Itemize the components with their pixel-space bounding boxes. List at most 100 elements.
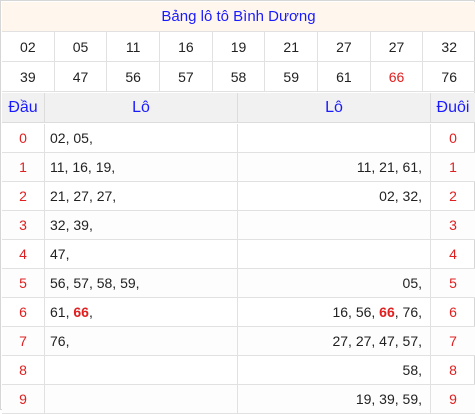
lo-number: 66 (379, 304, 395, 320)
dau-digit: 1 (19, 159, 27, 175)
digit-row: 6 61, 66, 16, 56, 66, 76, 6 (2, 298, 475, 327)
lo-number: 21 (50, 188, 66, 204)
lo-number: 61 (50, 304, 66, 320)
lo-number: 02 (50, 130, 66, 146)
lo-number: 61 (402, 159, 419, 175)
duoi-digit: 1 (430, 153, 475, 181)
lo-number: 58 (402, 362, 419, 378)
number-cell: 16 (160, 32, 213, 61)
duoi-digit: 5 (430, 269, 475, 297)
number-cell: 58 (213, 62, 266, 91)
numbers-row-1: 02 05 11 16 19 21 27 27 32 (2, 32, 475, 62)
dau-digit: 6 (19, 304, 27, 320)
number-cell: 32 (441, 39, 457, 55)
digit-row: 4 47, 4 (2, 240, 475, 269)
dau-digit: 9 (19, 391, 27, 407)
dau-digit: 2 (19, 188, 27, 204)
number-cell: 66 (371, 62, 424, 91)
number-cell: 61 (318, 62, 371, 91)
lo-number: 56 (355, 304, 372, 320)
lo-number: 21 (379, 159, 395, 175)
duoi-digit: 0 (430, 124, 475, 152)
lo-right-cell: 58, (237, 356, 430, 384)
lo-right-cell: 05, (237, 269, 430, 297)
lo-number: 02 (379, 188, 395, 204)
digit-row: 8 58, 8 (2, 356, 475, 385)
lo-right-cell (237, 124, 430, 152)
digit-row: 2 21, 27, 27, 02, 32, 2 (2, 182, 475, 211)
duoi-digit: 3 (430, 211, 475, 239)
number-cell: 11 (107, 32, 161, 61)
lo-number: 32 (402, 188, 419, 204)
lo-number: 57 (402, 333, 419, 349)
digit-row: 7 76, 27, 27, 47, 57, 7 (2, 327, 475, 356)
number-cell: 47 (55, 62, 108, 91)
dau-digit: 0 (19, 130, 27, 146)
number-cell: 27 (318, 32, 371, 61)
lo-number: 11 (50, 159, 65, 175)
digit-row: 1 11, 16, 19, 11, 21, 61, 1 (2, 153, 475, 182)
lo-right-cell: 16, 56, 66, 76, (237, 298, 430, 326)
header-dau: Đầu (8, 99, 38, 116)
dau-digit: 7 (19, 333, 27, 349)
number-cell: 21 (265, 32, 319, 61)
lo-number: 11 (356, 159, 372, 175)
lo-number: 27 (355, 333, 372, 349)
digit-rows: 0 02, 05, 0 1 11, 16, 19, 11, 21, 61, 1 2 21,… (2, 124, 475, 414)
number-cell: 56 (107, 62, 161, 91)
duoi-digit: 2 (430, 182, 475, 210)
dau-digit: 3 (19, 217, 27, 233)
digit-row: 3 32, 39, 3 (2, 211, 475, 240)
lo-number: 59 (402, 391, 419, 407)
header-lo-left: Lô (44, 93, 237, 123)
duoi-digit: 7 (430, 327, 475, 355)
table-title: Bảng lô tô Bình Dương (2, 2, 475, 32)
lo-number: 27 (96, 188, 113, 204)
number-cell: 76 (441, 69, 457, 85)
numbers-row-2: 39 47 56 57 58 59 61 66 76 (2, 62, 475, 92)
lo-left-cell (44, 356, 237, 384)
lo-number: 39 (379, 391, 395, 407)
lo-number: 16 (72, 159, 88, 175)
lo-left-cell: 32, 39, (44, 211, 237, 239)
duoi-digit: 8 (430, 356, 475, 384)
lo-number: 47 (50, 246, 66, 262)
lo-right-cell: 02, 32, (237, 182, 430, 210)
lo-number: 16 (332, 304, 349, 320)
number-cell: 27 (371, 32, 424, 61)
lo-left-cell: 21, 27, 27, (44, 182, 237, 210)
number-cell: 19 (213, 32, 266, 61)
lo-number: 76 (50, 333, 66, 349)
lo-number: 47 (379, 333, 395, 349)
lo-number: 27 (332, 333, 349, 349)
lo-number: 27 (73, 188, 89, 204)
lo-number: 05 (73, 130, 89, 146)
lo-left-cell: 61, 66, (44, 298, 237, 326)
lo-left-cell: 11, 16, 19, (44, 153, 237, 181)
lo-number: 19 (355, 391, 372, 407)
digit-row: 0 02, 05, 0 (2, 124, 475, 153)
lo-left-cell: 56, 57, 58, 59, (44, 269, 237, 297)
lo-number: 58 (96, 275, 113, 291)
lo-left-cell: 76, (44, 327, 237, 355)
lo-right-cell: 27, 27, 47, 57, (237, 327, 430, 355)
lo-number: 05 (402, 275, 419, 291)
lo-number: 19 (95, 159, 112, 175)
dau-digit: 4 (19, 246, 27, 262)
number-cell: 39 (2, 62, 55, 91)
table-header: Đầu Lô Lô Đuôi (2, 93, 475, 123)
duoi-digit: 6 (430, 298, 475, 326)
duoi-digit: 9 (430, 385, 475, 413)
dau-digit: 5 (19, 275, 27, 291)
lo-right-cell: 11, 21, 61, (237, 153, 430, 181)
header-duoi: Đuôi (430, 93, 475, 123)
header-lo-right: Lô (237, 93, 430, 123)
lo-number: 76 (402, 304, 419, 320)
lo-right-cell (237, 211, 430, 239)
lo-right-cell (237, 240, 430, 268)
lo-number: 66 (73, 304, 89, 320)
number-cell: 57 (160, 62, 213, 91)
number-cell: 05 (55, 32, 108, 61)
duoi-digit: 4 (430, 240, 475, 268)
lo-left-cell: 47, (44, 240, 237, 268)
